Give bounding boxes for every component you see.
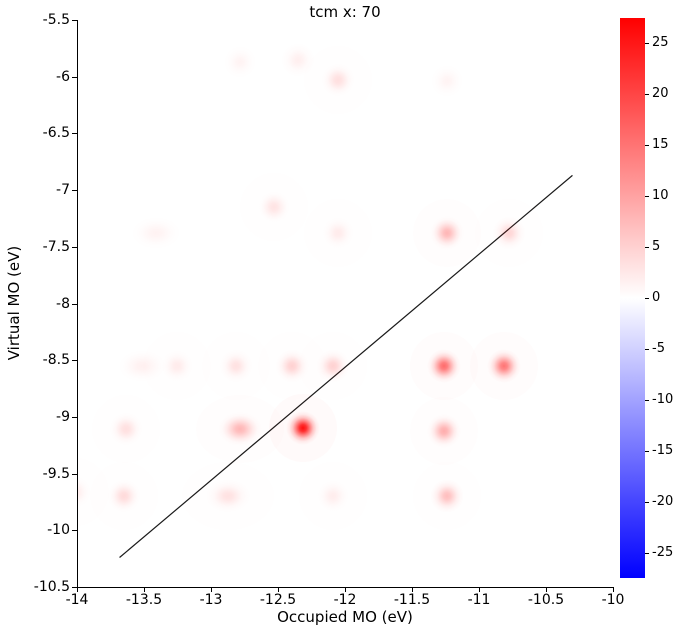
y-tick-label: -7.5 [42, 238, 70, 255]
colorbar-tick-mark [645, 43, 649, 45]
chart-title: tcm x: 70 [309, 3, 381, 21]
x-tick-mark [144, 588, 145, 592]
y-tick-label: -10 [47, 522, 70, 539]
y-tick-mark [72, 360, 77, 362]
x-tick-label: -10.5 [527, 592, 565, 608]
x-tick-mark [345, 588, 346, 592]
y-tick-mark [72, 303, 77, 305]
x-tick-label: -11 [467, 592, 491, 608]
x-tick-mark [546, 588, 547, 592]
colorbar-tick-label: -15 [652, 442, 674, 458]
y-tick-mark [72, 246, 77, 248]
x-axis-label: Occupied MO (eV) [277, 608, 413, 626]
colorbar-tick-label: -5 [652, 340, 665, 356]
y-tick-mark [72, 416, 77, 418]
colorbar-tick-label: 10 [652, 188, 669, 204]
colorbar-tick-label: -20 [652, 493, 674, 509]
x-tick-label: -13.5 [125, 592, 163, 608]
y-tick-mark [72, 473, 77, 475]
colorbar-tick-mark [645, 501, 649, 503]
colorbar-tick-mark [645, 298, 649, 299]
diagonal-reference-line [119, 174, 573, 558]
x-tick-mark [412, 588, 413, 592]
colorbar-tick-mark [645, 247, 649, 249]
y-tick-label: -9 [56, 408, 70, 425]
plot-area [77, 20, 614, 588]
y-tick-mark [72, 530, 77, 532]
y-tick-label: -6 [56, 68, 70, 85]
y-tick-mark [72, 76, 77, 78]
x-tick-mark [278, 588, 279, 592]
colorbar-tick-mark [645, 399, 649, 401]
x-tick-label: -10 [601, 592, 625, 608]
colorbar-tick-mark [645, 348, 649, 350]
y-tick-label: -9.5 [42, 465, 70, 482]
x-tick-label: -11.5 [393, 592, 431, 608]
colorbar-tick-label: 15 [652, 137, 669, 153]
y-tick-label: -8 [56, 295, 70, 312]
colorbar [620, 18, 645, 578]
colorbar-tick-mark [645, 145, 649, 147]
colorbar-tick-label: -25 [652, 544, 674, 560]
y-tick-mark [72, 587, 77, 588]
y-tick-label: -6.5 [42, 125, 70, 142]
x-tick-label: -14 [65, 592, 89, 608]
y-tick-label: -5.5 [42, 12, 70, 28]
y-tick-label: -8.5 [42, 352, 70, 369]
x-tick-mark [479, 588, 480, 592]
colorbar-tick-label: 25 [652, 35, 669, 51]
colorbar-tick-mark [645, 94, 649, 96]
colorbar-tick-label: -10 [652, 391, 674, 407]
colorbar-tick-mark [645, 450, 649, 452]
y-tick-label: -7 [56, 182, 70, 199]
colorbar-tick-label: 0 [652, 290, 661, 305]
colorbar-tick-mark [645, 552, 649, 554]
colorbar-tick-label: 5 [652, 239, 661, 255]
colorbar-tick-label: 20 [652, 86, 669, 102]
y-tick-mark [72, 20, 77, 21]
y-tick-label: -10.5 [33, 579, 70, 595]
x-tick-mark [77, 588, 78, 592]
x-tick-label: -13 [199, 592, 223, 608]
y-tick-mark [72, 133, 77, 135]
x-tick-label: -12 [333, 592, 357, 608]
x-tick-mark [211, 588, 212, 592]
x-tick-mark [613, 588, 614, 592]
x-tick-label: -12.5 [259, 592, 297, 608]
y-tick-mark [72, 190, 77, 192]
colorbar-tick-mark [645, 196, 649, 198]
